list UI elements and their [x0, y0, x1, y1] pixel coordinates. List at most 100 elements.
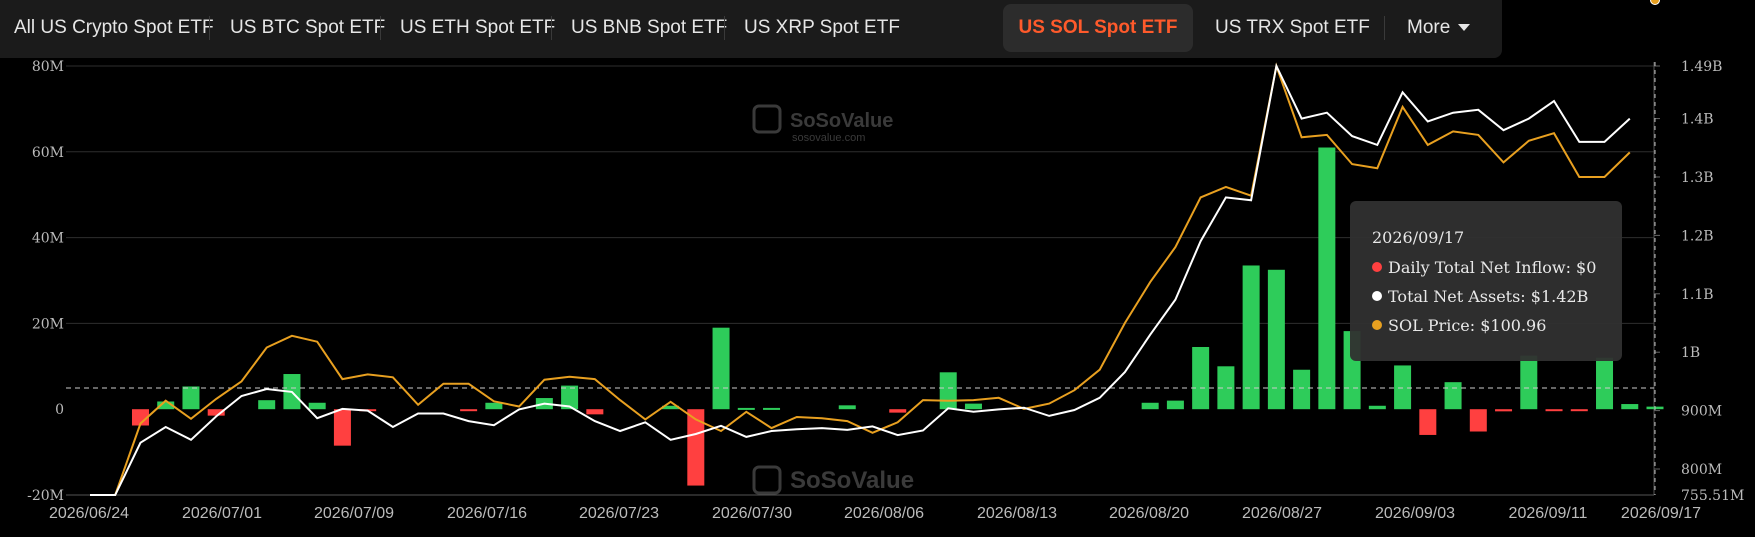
inflow-bar	[1444, 382, 1462, 410]
watermark-brand: SoSoValue	[790, 110, 893, 132]
more-dropdown[interactable]: More	[1407, 0, 1471, 55]
inflow-bar	[1192, 346, 1210, 410]
y-left-tick-label: 80M	[32, 59, 64, 75]
x-tick-label: 2026/08/06	[844, 505, 924, 522]
inflow-bar	[308, 402, 326, 410]
x-tick-label: 2026/07/23	[579, 505, 659, 522]
inflow-bar	[157, 401, 175, 410]
inflow-bar	[586, 409, 604, 415]
inflow-bar	[1394, 365, 1412, 410]
watermark-logo-icon	[752, 104, 782, 134]
inflow-bar	[889, 409, 907, 413]
tab-btc[interactable]: US BTC Spot ETF	[230, 17, 386, 38]
tab-xrp[interactable]: US XRP Spot ETF	[744, 17, 900, 38]
tab-divider	[724, 16, 725, 40]
tab-divider	[551, 16, 552, 40]
x-tick-label: 2026/08/13	[977, 505, 1057, 522]
tab-trx[interactable]: US TRX Spot ETF	[1215, 17, 1370, 38]
tooltip-price-row: SOL Price: $100.96	[1372, 316, 1546, 335]
y-right-tick-label: 1.2B	[1681, 228, 1714, 244]
tooltip-inflow: Daily Total Net Inflow: $0	[1388, 258, 1597, 277]
inflow-bar	[737, 407, 755, 410]
y-right-tick-label: 900M	[1681, 404, 1722, 420]
tooltip-assets-row: Total Net Assets: $1.42B	[1372, 287, 1588, 306]
x-tick-label: 2026/09/03	[1375, 505, 1455, 522]
y-right-tick-label: 1.49B	[1681, 59, 1722, 75]
x-tick-label: 2026/08/27	[1242, 505, 1322, 522]
inflow-bar	[687, 409, 705, 486]
inflow-bar	[1242, 265, 1260, 410]
y-right-tick-label: 800M	[1681, 462, 1722, 478]
y-right-tick-label: 755.51M	[1681, 488, 1744, 504]
y-left-tick-label: -20M	[27, 488, 64, 504]
tab-divider	[380, 16, 381, 40]
tab-eth[interactable]: US ETH Spot ETF	[400, 17, 556, 38]
orange-dot-icon	[1372, 320, 1382, 330]
inflow-bar	[258, 400, 276, 410]
inflow-bar	[1621, 404, 1639, 410]
inflow-bar	[131, 409, 149, 426]
inflow-bar	[662, 405, 680, 410]
inflow-bar	[763, 407, 781, 410]
x-tick-label: 2026/07/01	[182, 505, 262, 522]
x-tick-label: 2026/09/17	[1621, 505, 1701, 522]
inflow-bar	[1520, 355, 1538, 410]
x-tick-label: 2026/07/30	[712, 505, 792, 522]
watermark-logo-icon	[752, 465, 782, 495]
chevron-down-icon	[1458, 24, 1471, 32]
x-tick-label: 2026/06/24	[49, 505, 129, 522]
inflow-bar	[485, 402, 503, 410]
y-right-tick-label: 1B	[1681, 345, 1700, 361]
chart-tooltip: 2026/09/17 Daily Total Net Inflow: $0 To…	[1350, 201, 1622, 361]
x-tick-label: 2026/07/16	[447, 505, 527, 522]
etf-tab-bar: All US Crypto Spot ETF US BTC Spot ETF U…	[0, 0, 1502, 58]
y-right-tick-label: 1.1B	[1681, 287, 1714, 303]
inflow-bar	[1217, 366, 1235, 410]
total-assets-line	[90, 62, 1631, 496]
sol-price-line	[90, 62, 1631, 496]
tooltip-price: SOL Price: $100.96	[1388, 316, 1547, 335]
inflow-bar	[838, 405, 856, 410]
white-dot-icon	[1372, 291, 1382, 301]
tab-all-crypto[interactable]: All US Crypto Spot ETF	[14, 17, 214, 38]
y-right-tick-label: 1.3B	[1681, 170, 1714, 186]
watermark-url: sosovalue.com	[792, 132, 865, 144]
tab-divider	[1384, 16, 1385, 40]
inflow-bar	[939, 372, 957, 410]
inflow-bar	[712, 327, 730, 410]
watermark-brand: SoSoValue	[790, 467, 914, 494]
tab-sol[interactable]: US SOL Spot ETF	[1003, 4, 1193, 52]
inflow-bar	[1469, 409, 1487, 432]
tooltip-date: 2026/09/17	[1372, 228, 1465, 247]
tab-bnb[interactable]: US BNB Spot ETF	[571, 17, 728, 38]
inflow-bar	[182, 386, 200, 410]
inflow-bar	[1596, 357, 1614, 410]
inflow-bar	[1545, 409, 1563, 412]
inflow-bar	[207, 409, 225, 416]
inflow-bar	[1141, 402, 1159, 410]
y-left-tick-label: 40M	[32, 231, 64, 247]
inflow-bar	[1368, 405, 1386, 410]
inflow-bar	[1318, 147, 1336, 410]
inflow-bar	[1495, 409, 1513, 412]
y-left-tick-label: 60M	[32, 145, 64, 161]
more-label: More	[1407, 17, 1451, 38]
inflow-bar	[1267, 269, 1285, 410]
price-hover-point	[1650, 0, 1660, 5]
inflow-bar	[1166, 400, 1184, 410]
y-right-tick-label: 1.4B	[1681, 112, 1714, 128]
inflow-bar	[964, 403, 982, 410]
inflow-bar	[460, 409, 478, 412]
tooltip-assets: Total Net Assets: $1.42B	[1388, 287, 1589, 306]
x-tick-label: 2026/07/09	[314, 505, 394, 522]
tab-divider	[209, 16, 210, 40]
inflow-bar	[1419, 409, 1437, 435]
tooltip-inflow-row: Daily Total Net Inflow: $0	[1372, 258, 1596, 277]
inflow-bar	[333, 409, 351, 446]
red-dot-icon	[1372, 262, 1382, 272]
inflow-bar	[561, 385, 579, 410]
inflow-bar	[1293, 369, 1311, 410]
x-tick-label: 2026/08/20	[1109, 505, 1189, 522]
inflow-bar	[1570, 409, 1588, 412]
